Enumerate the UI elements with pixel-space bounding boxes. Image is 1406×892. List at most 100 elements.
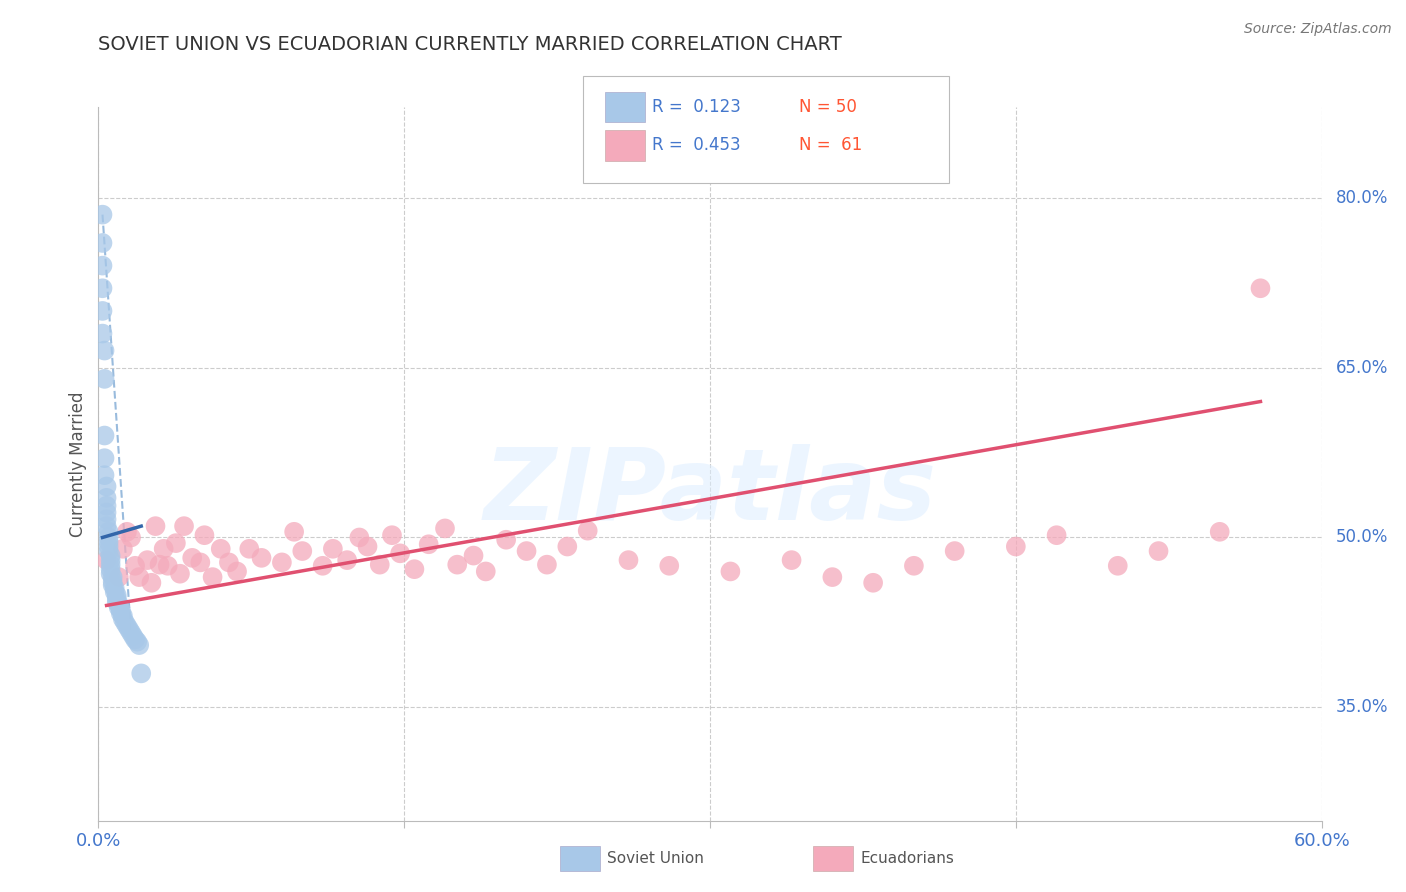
Text: 65.0%: 65.0% bbox=[1336, 359, 1388, 376]
Point bbox=[718, 565, 742, 579]
Text: Ecuadorians: Ecuadorians bbox=[860, 852, 955, 866]
Point bbox=[291, 544, 314, 558]
Point bbox=[474, 565, 498, 579]
Point bbox=[111, 612, 134, 626]
Point bbox=[145, 519, 167, 533]
Point bbox=[181, 550, 204, 565]
Point bbox=[218, 555, 240, 569]
Point bbox=[105, 588, 128, 602]
Point bbox=[127, 634, 149, 648]
Point bbox=[418, 537, 440, 551]
Point bbox=[152, 541, 174, 556]
Point bbox=[903, 558, 925, 573]
Text: 35.0%: 35.0% bbox=[1336, 698, 1388, 716]
Point bbox=[312, 558, 335, 573]
Point bbox=[349, 531, 371, 545]
Point bbox=[238, 541, 260, 556]
Point bbox=[108, 600, 131, 615]
Point bbox=[93, 468, 115, 483]
Text: SOVIET UNION VS ECUADORIAN CURRENTLY MARRIED CORRELATION CHART: SOVIET UNION VS ECUADORIAN CURRENTLY MAR… bbox=[98, 35, 842, 54]
Point bbox=[101, 578, 124, 592]
Point bbox=[128, 638, 150, 652]
Point bbox=[96, 499, 118, 513]
Point bbox=[128, 570, 150, 584]
Point bbox=[97, 524, 120, 539]
Point bbox=[821, 570, 844, 584]
Point bbox=[96, 519, 118, 533]
Point bbox=[516, 544, 538, 558]
Point bbox=[536, 558, 558, 572]
Point bbox=[576, 524, 599, 538]
Point bbox=[617, 553, 640, 567]
Point bbox=[108, 570, 131, 584]
Point bbox=[209, 541, 232, 556]
Point bbox=[381, 528, 404, 542]
Point bbox=[1045, 528, 1069, 542]
Text: Source: ZipAtlas.com: Source: ZipAtlas.com bbox=[1244, 22, 1392, 37]
Point bbox=[93, 428, 115, 442]
Point bbox=[1209, 524, 1232, 539]
Point bbox=[434, 521, 457, 535]
Point bbox=[356, 540, 378, 554]
Point bbox=[97, 535, 120, 549]
Point bbox=[100, 562, 122, 576]
Point bbox=[110, 607, 132, 621]
Point bbox=[96, 512, 118, 526]
Point bbox=[111, 608, 134, 623]
Point bbox=[115, 524, 138, 539]
Point bbox=[105, 595, 128, 609]
Point bbox=[1249, 281, 1271, 295]
Point bbox=[368, 558, 391, 572]
Point bbox=[101, 570, 124, 584]
Point bbox=[96, 553, 118, 567]
Text: 80.0%: 80.0% bbox=[1336, 188, 1388, 207]
Point bbox=[100, 558, 122, 572]
Point bbox=[193, 528, 215, 542]
Point bbox=[93, 372, 115, 386]
Point bbox=[100, 566, 122, 581]
Point bbox=[118, 622, 141, 636]
Point bbox=[495, 533, 517, 547]
Point bbox=[110, 603, 132, 617]
Point bbox=[173, 519, 195, 533]
Point bbox=[780, 553, 803, 567]
Point bbox=[122, 629, 145, 643]
Point bbox=[91, 281, 114, 295]
Point bbox=[943, 544, 966, 558]
Point bbox=[1147, 544, 1170, 558]
Point bbox=[169, 566, 191, 581]
Point bbox=[270, 555, 294, 569]
Point bbox=[105, 591, 128, 606]
Point bbox=[136, 553, 159, 567]
Point bbox=[120, 531, 142, 545]
Point bbox=[124, 558, 146, 573]
Point bbox=[188, 555, 212, 569]
Point bbox=[250, 550, 273, 565]
Point bbox=[156, 558, 179, 573]
Point bbox=[104, 584, 127, 599]
Point bbox=[108, 597, 131, 611]
Point bbox=[226, 565, 249, 579]
Point bbox=[91, 304, 114, 318]
Text: N =  61: N = 61 bbox=[799, 136, 862, 154]
Point bbox=[101, 574, 124, 589]
Point bbox=[658, 558, 681, 573]
Point bbox=[201, 570, 224, 584]
Point bbox=[114, 615, 136, 630]
Point bbox=[115, 619, 138, 633]
Text: 50.0%: 50.0% bbox=[1336, 528, 1388, 547]
Point bbox=[446, 558, 468, 572]
Text: R =  0.123: R = 0.123 bbox=[652, 98, 741, 116]
Point bbox=[91, 235, 114, 250]
Point bbox=[104, 582, 127, 596]
Point bbox=[91, 326, 114, 341]
Point bbox=[96, 506, 118, 520]
Point bbox=[91, 259, 114, 273]
Point bbox=[336, 553, 359, 567]
Point bbox=[96, 479, 118, 493]
Text: Soviet Union: Soviet Union bbox=[607, 852, 704, 866]
Point bbox=[283, 524, 305, 539]
Point bbox=[149, 558, 172, 572]
Point bbox=[100, 553, 122, 567]
Point bbox=[1107, 558, 1129, 573]
